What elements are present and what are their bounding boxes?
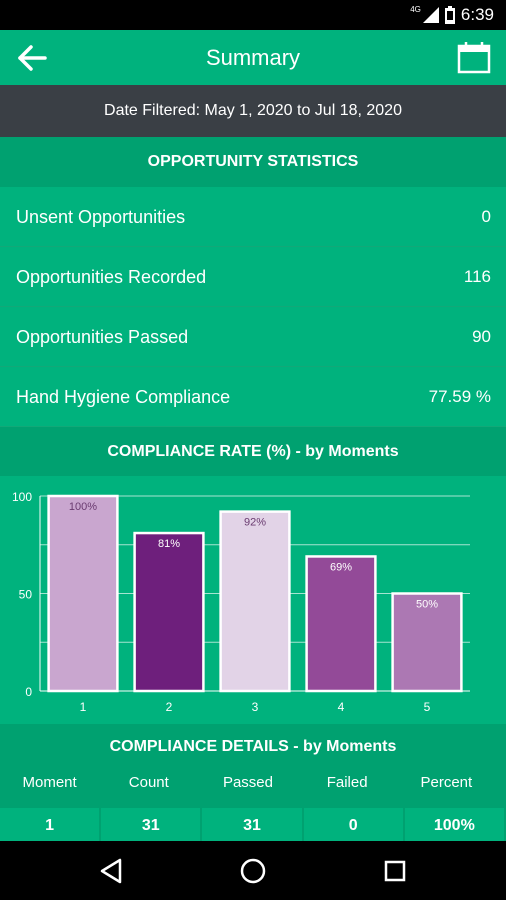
details-column-headers: Moment Count Passed Failed Percent [0, 770, 506, 808]
stat-value: 77.59 % [428, 387, 491, 406]
x-tick-label: 1 [80, 700, 87, 714]
nav-home-button[interactable] [237, 855, 269, 887]
stat-row-recorded: Opportunities Recorded 116 [0, 247, 506, 307]
calendar-icon [457, 42, 491, 74]
status-bar: 4G 6:39 [0, 0, 506, 30]
bar-moment-3 [219, 510, 291, 693]
x-tick-label: 4 [338, 700, 345, 714]
stat-label: Hand Hygiene Compliance [16, 387, 231, 407]
system-nav-bar [0, 841, 506, 900]
page-title: Summary [205, 45, 301, 70]
column-header-moment: Moment [22, 774, 77, 791]
stat-row-compliance: Hand Hygiene Compliance 77.59 % [0, 367, 506, 427]
bar-moment-5 [391, 592, 463, 693]
nav-recents-icon [384, 860, 406, 882]
bar-moment-4 [305, 555, 377, 693]
stat-label: Opportunities Passed [16, 327, 189, 347]
x-tick-label: 3 [252, 700, 259, 714]
signal-icon [422, 7, 439, 23]
stat-value: 0 [481, 207, 491, 226]
table-cell-percent: 100% [404, 808, 504, 841]
nav-back-button[interactable] [96, 855, 128, 887]
bar-moment-1 [47, 494, 119, 693]
app-bar: Summary [0, 30, 506, 85]
column-header-percent: Percent [420, 774, 473, 791]
y-tick-label: 0 [25, 685, 32, 699]
table-row: 1 31 31 0 100% [0, 808, 506, 841]
compliance-rate-header: COMPLIANCE RATE (%) - by Moments [0, 427, 506, 476]
y-tick-label: 50 [19, 588, 33, 602]
stat-label: Unsent Opportunities [16, 207, 186, 227]
column-header-failed: Failed [326, 774, 368, 791]
column-header-passed: Passed [222, 774, 273, 791]
opportunity-statistics-header: OPPORTUNITY STATISTICS [0, 137, 506, 187]
status-icons: 4G 6:39 [410, 4, 494, 26]
back-button[interactable] [14, 40, 50, 76]
table-cell-moment: 1 [0, 808, 100, 841]
x-tick-label: 2 [166, 700, 173, 714]
table-cell-passed: 31 [202, 808, 302, 841]
nav-back-icon [100, 858, 122, 884]
stat-row-passed: Opportunities Passed 90 [0, 307, 506, 367]
column-header-count: Count [128, 774, 169, 791]
compliance-chart: 0 50 100 100% 1 81% 2 92% 3 69% 4 50% 5 [0, 476, 506, 724]
bar-data-label: 69% [330, 561, 352, 573]
network-type-label: 4G [410, 4, 421, 14]
compliance-bar-chart: 0 50 100 100% 1 81% 2 92% 3 69% 4 50% 5 [12, 490, 470, 714]
stat-label: Opportunities Recorded [16, 267, 207, 287]
nav-recents-button[interactable] [379, 855, 411, 887]
stat-row-unsent: Unsent Opportunities 0 [0, 187, 506, 247]
clock: 6:39 [460, 5, 494, 24]
nav-home-icon [240, 858, 266, 884]
date-filter-bar[interactable]: Date Filtered: May 1, 2020 to Jul 18, 20… [0, 85, 506, 137]
table-cell-failed: 0 [303, 808, 403, 841]
bar-data-label: 92% [244, 517, 266, 529]
arrow-left-icon [18, 45, 47, 71]
table-cell-count: 31 [101, 808, 201, 841]
stat-value: 90 [472, 327, 491, 346]
y-tick-label: 100 [12, 490, 32, 504]
bar-data-label: 81% [158, 538, 180, 550]
calendar-button[interactable] [456, 40, 492, 76]
bar-moment-2 [133, 531, 205, 693]
battery-icon [444, 6, 455, 24]
bar-data-label: 50% [416, 599, 438, 611]
x-tick-label: 5 [424, 700, 431, 714]
stat-value: 116 [463, 267, 491, 286]
bar-data-label: 100% [69, 501, 97, 513]
compliance-details-header: COMPLIANCE DETAILS - by Moments [109, 738, 397, 755]
